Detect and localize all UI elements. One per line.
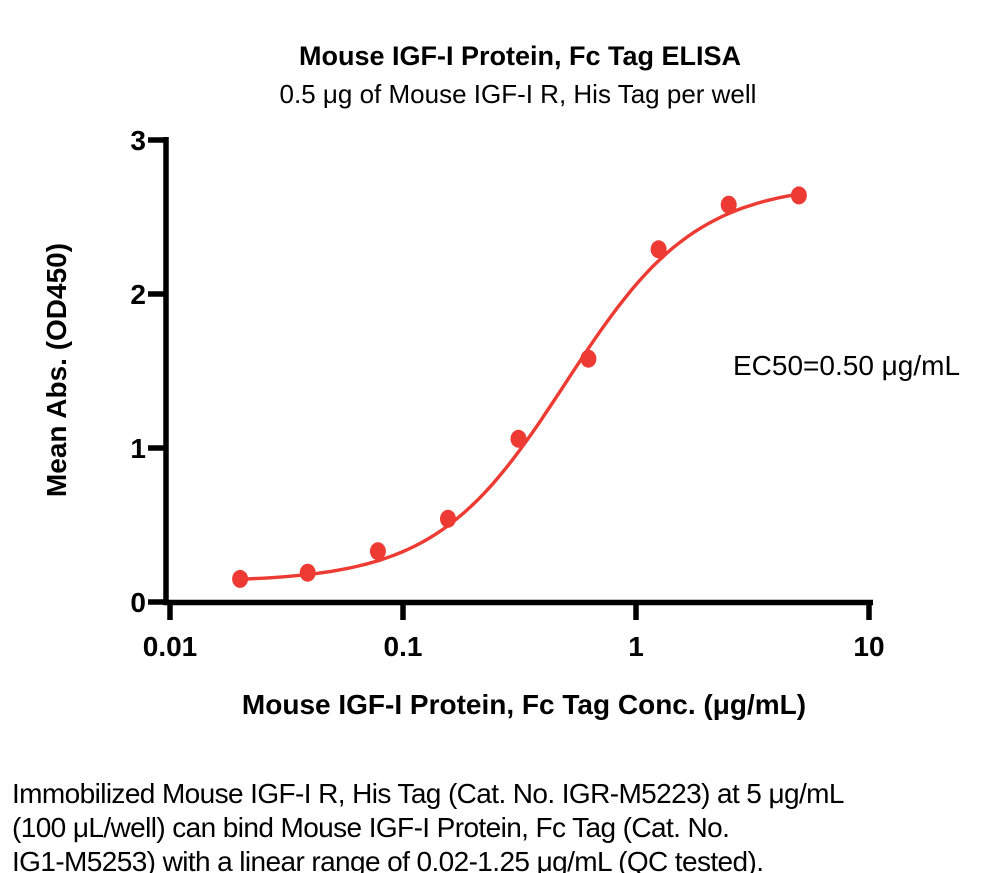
chart-title: Mouse IGF-I Protein, Fc Tag ELISA (298, 41, 742, 71)
chart-subtitle: 0.5 μg of Mouse IGF-I R, His Tag per wel… (279, 79, 757, 109)
data-point (440, 509, 456, 528)
x-tick-label: 1 (628, 631, 644, 662)
data-point (580, 349, 597, 368)
caption-line-2: (100 μL/well) can bind Mouse IGF-I Prote… (12, 812, 730, 843)
y-tick-label: 3 (130, 125, 146, 156)
caption-line-1: Immobilized Mouse IGF-I R, His Tag (Cat.… (12, 778, 844, 809)
x-axis-title: Mouse IGF-I Protein, Fc Tag Conc. (μg/mL… (241, 689, 807, 720)
data-point (650, 240, 667, 259)
data-point (510, 429, 527, 448)
fit-curve (240, 192, 800, 581)
data-point (790, 186, 807, 205)
y-axis-title: Mean Abs. (OD450) (41, 242, 72, 498)
caption-line-3: IG1-M5253) with a linear range of 0.02-1… (12, 846, 764, 873)
y-tick-label: 0 (130, 587, 146, 618)
x-tick-label: 0.01 (143, 631, 198, 662)
y-tick-label: 2 (130, 279, 146, 310)
data-point (299, 563, 316, 582)
x-tick-label: 0.1 (384, 631, 423, 662)
y-tick-label: 1 (130, 433, 146, 464)
data-point (720, 195, 737, 214)
data-point (369, 542, 386, 561)
data-point (232, 569, 249, 588)
ec50-annotation: EC50=0.50 μg/mL (733, 350, 961, 381)
figure-caption: Immobilized Mouse IGF-I R, His Tag (Cat.… (12, 777, 844, 873)
x-tick-label: 10 (853, 631, 884, 662)
